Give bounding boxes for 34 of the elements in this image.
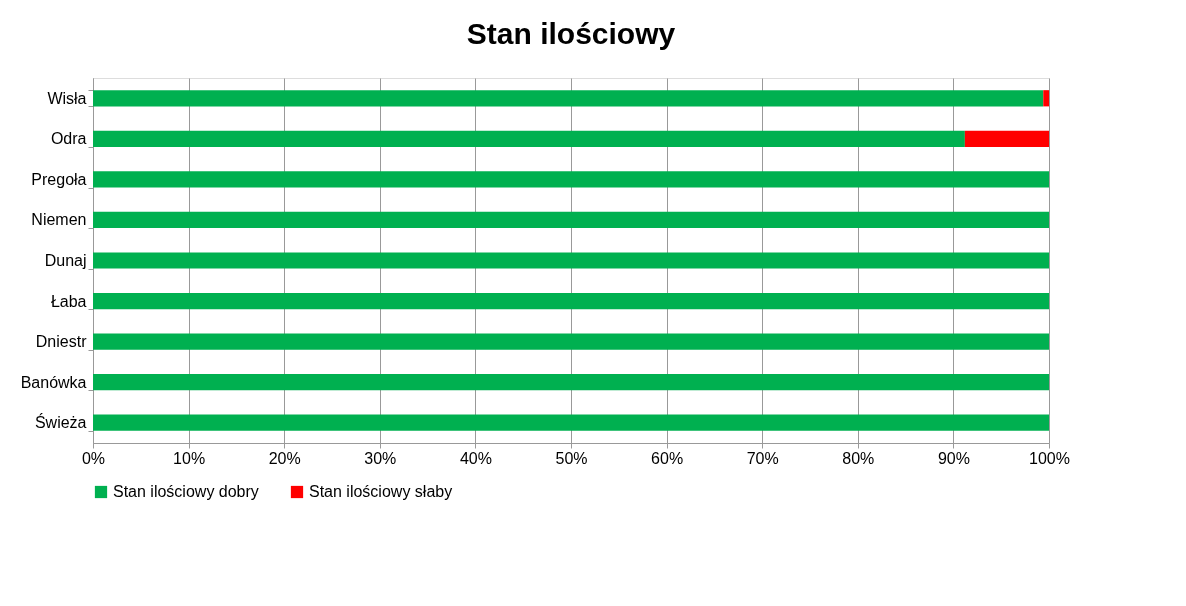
bar <box>93 252 1049 269</box>
x-tick-label: 90% <box>937 449 970 467</box>
legend-label: Stan ilościowy słaby <box>309 483 453 500</box>
bar <box>93 414 1049 431</box>
bar <box>93 374 1049 391</box>
x-tick-label: 40% <box>459 449 492 467</box>
y-tick-label: Łaba <box>50 292 87 310</box>
x-tick-label: 70% <box>746 449 779 467</box>
bar <box>964 130 1049 147</box>
bar <box>93 211 1049 229</box>
x-tick-label: 0% <box>81 449 106 467</box>
chart-title: Stan ilościowy <box>466 17 676 50</box>
legend-label: Stan ilościowy dobry <box>113 483 259 500</box>
x-tick-label: 30% <box>364 449 397 467</box>
x-tick-label: 10% <box>173 449 206 467</box>
y-tick-label: Banówka <box>20 373 87 391</box>
bar <box>93 171 1049 188</box>
x-tick-label: 80% <box>842 449 875 467</box>
y-tick-label: Świeża <box>34 413 87 432</box>
y-tick-label: Niemen <box>31 211 87 229</box>
y-tick-label: Pregoła <box>31 170 87 188</box>
x-tick-label: 100% <box>1029 449 1070 467</box>
x-tick-label: 20% <box>268 449 301 467</box>
bar <box>1043 90 1049 107</box>
y-tick-label: Odra <box>50 130 87 148</box>
y-tick-label: Wisła <box>47 89 87 107</box>
bar <box>93 130 965 147</box>
x-tick-label: 50% <box>555 449 588 467</box>
bar <box>93 333 1049 350</box>
bar <box>93 90 1044 107</box>
x-tick-label: 60% <box>651 449 684 467</box>
bar <box>93 292 1049 310</box>
y-tick-label: Dunaj <box>44 252 87 269</box>
y-tick-label: Dniestr <box>35 333 88 351</box>
